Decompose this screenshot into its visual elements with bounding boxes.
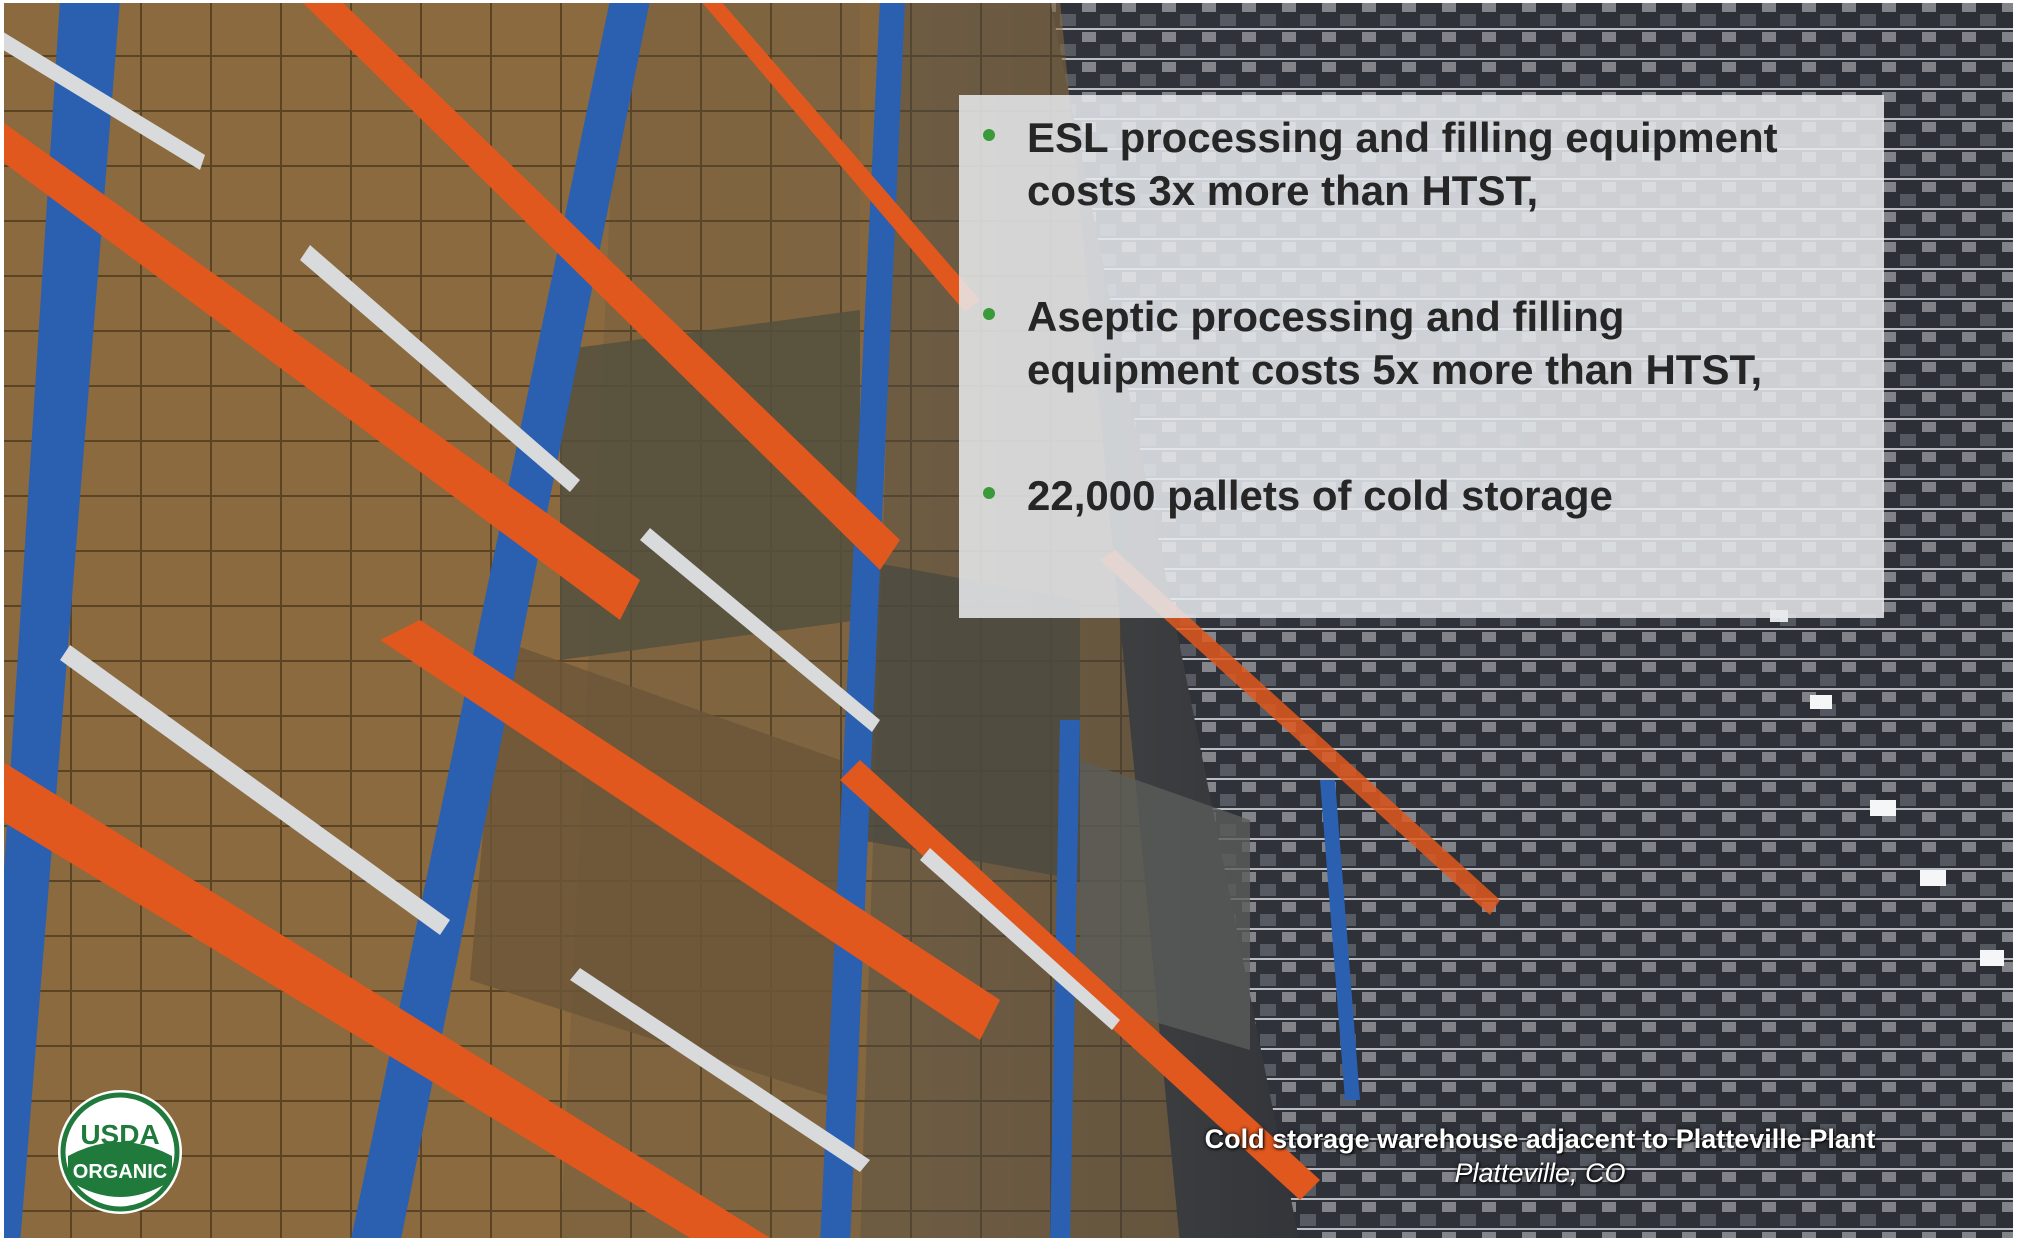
bullet-item: ESL processing and filling equipment cos…: [983, 111, 1844, 217]
seal-bottom-text: ORGANIC: [73, 1161, 167, 1183]
caption-location: Platteville, CO: [1454, 1158, 1626, 1188]
caption-title: Cold storage warehouse adjacent to Platt…: [1204, 1124, 1876, 1154]
bullet-item: 22,000 pallets of cold storage: [983, 469, 1844, 522]
bullet-line: Aseptic processing and filling: [1027, 293, 1625, 340]
bullet-item: Aseptic processing and filling equipment…: [983, 290, 1844, 396]
bullet-panel: ESL processing and filling equipment cos…: [959, 95, 1884, 618]
seal-top-text: USDA: [80, 1119, 159, 1150]
usda-organic-seal-icon: USDA ORGANIC: [58, 1090, 182, 1214]
bullet-line: equipment costs 5x more than HTST,: [1027, 346, 1763, 393]
bullet-line: ESL processing and filling equipment: [1027, 114, 1778, 161]
bullet-line: costs 3x more than HTST,: [1027, 167, 1539, 214]
bullet-dot-icon: [983, 129, 995, 141]
bullet-line: 22,000 pallets of cold storage: [1027, 472, 1613, 519]
photo-caption: Cold storage warehouse adjacent to Platt…: [1140, 1122, 1940, 1190]
bullet-dot-icon: [983, 487, 995, 499]
bullet-dot-icon: [983, 308, 995, 320]
